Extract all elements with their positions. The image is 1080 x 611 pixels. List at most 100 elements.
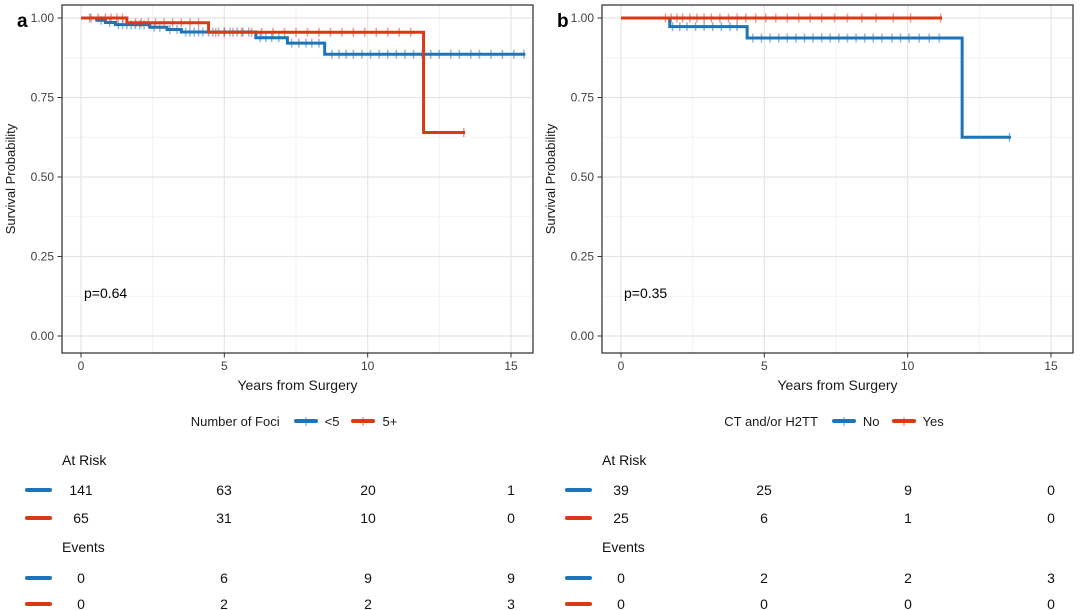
events-value: 3	[1047, 570, 1055, 586]
events-value: 2	[904, 570, 912, 586]
x-tick-label: 15	[1044, 359, 1058, 373]
at-risk-value: 0	[1047, 482, 1055, 498]
legend-entry-label: 5+	[382, 413, 398, 429]
y-tick-label: 0.00	[31, 329, 55, 343]
panel-b: 0 5 10 15 0.00 0.25 0.50 0.75 1.00 Years from Sur…	[540, 0, 1080, 611]
panel-background	[0, 0, 540, 400]
events-value: 0	[77, 596, 85, 611]
at-risk-value: 9	[904, 482, 912, 498]
x-axis-label: Years from Surgery	[777, 377, 897, 393]
risk-table-section-label: At Risk	[602, 452, 647, 468]
x-tick-label: 10	[901, 359, 915, 373]
y-tick-label: 0.50	[31, 170, 55, 184]
events-value: 0	[904, 596, 912, 611]
events-value: 6	[220, 570, 228, 586]
at-risk-value: 25	[756, 482, 772, 498]
risk-table-b: At Risk 39 25 9 0 25 6 1 0 Events 0 2 2 …	[540, 442, 1080, 611]
panel-letter: a	[17, 11, 28, 32]
censor-tick-icon	[304, 416, 307, 426]
x-tick-label: 10	[361, 359, 375, 373]
p-value: p=0.64	[84, 285, 127, 301]
y-tick-label: 0.25	[571, 250, 595, 264]
row-key-line-blue	[565, 488, 592, 492]
at-risk-value: 6	[760, 510, 768, 526]
events-value: 2	[220, 596, 228, 611]
legend-entry-label: <5	[324, 413, 340, 429]
survival-curve-5+	[81, 16, 466, 134]
row-key-line-red	[25, 516, 52, 520]
legend-entry: Yes	[891, 413, 944, 429]
y-tick-label: 1.00	[31, 11, 55, 25]
plot-border	[601, 4, 1074, 354]
row-key-line-blue	[25, 576, 52, 580]
row-key-line-blue	[565, 576, 592, 580]
km-plot-a: 0 5 10 15 0.00 0.25 0.50 0.75 1.00 Years from Sur…	[0, 0, 540, 400]
legend-key-line-red	[891, 416, 916, 426]
x-tick-label: 15	[504, 359, 518, 373]
legend-entry-label: Yes	[922, 413, 944, 429]
row-key-line-blue	[25, 488, 52, 492]
x-tick-label: 0	[78, 359, 85, 373]
at-risk-value: 141	[69, 482, 93, 498]
events-value: 2	[760, 570, 768, 586]
at-risk-value: 31	[216, 510, 232, 526]
legend-title: Number of Foci	[190, 413, 280, 429]
panel-letter: b	[557, 11, 569, 32]
legend-b: CT and/or H2TT No Yes	[540, 400, 1080, 442]
risk-table-section-label: Events	[62, 539, 105, 555]
risk-table-section-label: At Risk	[62, 452, 107, 468]
censor-tick-icon	[902, 416, 905, 426]
events-value: 0	[617, 596, 625, 611]
legend-key-line-blue	[831, 416, 856, 426]
y-axis-label: Survival Probability	[543, 123, 558, 234]
at-risk-value: 20	[360, 482, 376, 498]
y-tick-label: 0.00	[571, 329, 595, 343]
y-tick-label: 0.75	[31, 91, 55, 105]
x-axis-label: Years from Surgery	[237, 377, 357, 393]
y-tick-label: 0.50	[571, 170, 595, 184]
at-risk-value: 65	[73, 510, 89, 526]
events-value: 0	[760, 596, 768, 611]
p-value: p=0.35	[624, 285, 667, 301]
at-risk-value: 39	[613, 482, 629, 498]
x-tick-label: 0	[618, 359, 625, 373]
y-tick-label: 0.25	[31, 250, 55, 264]
y-tick-label: 1.00	[571, 11, 595, 25]
panel-a: 0 5 10 15 0.00 0.25 0.50 0.75 1.00 Years from Sur…	[0, 0, 540, 611]
events-value: 0	[77, 570, 85, 586]
events-value: 9	[507, 570, 515, 586]
events-value: 0	[617, 570, 625, 586]
risk-table-section-label: Events	[602, 539, 645, 555]
legend-entry: <5	[293, 413, 340, 429]
at-risk-value: 0	[507, 510, 515, 526]
row-key-line-red	[25, 602, 52, 606]
censor-tick-icon	[362, 416, 365, 426]
legend-a: Number of Foci <5 5+	[0, 400, 540, 442]
y-axis-label: Survival Probability	[3, 123, 18, 234]
at-risk-value: 25	[613, 510, 629, 526]
plot-border	[61, 4, 534, 354]
legend-key-line-blue	[293, 416, 318, 426]
y-tick-label: 0.75	[571, 91, 595, 105]
events-value: 3	[507, 596, 515, 611]
legend-entry: 5+	[351, 414, 397, 429]
at-risk-value: 63	[216, 482, 232, 498]
x-tick-label: 5	[761, 359, 768, 373]
legend-title: CT and/or H2TT	[724, 413, 818, 429]
at-risk-value: 0	[1047, 510, 1055, 526]
at-risk-value: 1	[507, 482, 515, 498]
at-risk-value: 1	[904, 510, 912, 526]
events-value: 0	[1047, 596, 1055, 611]
risk-table-a: At Risk 141 63 20 1 65 31 10 0 Events 0 …	[0, 442, 540, 611]
row-key-line-red	[565, 516, 592, 520]
panel-background	[540, 0, 1080, 400]
x-tick-label: 5	[221, 359, 228, 373]
censor-tick-icon	[842, 416, 845, 426]
km-plot-b: 0 5 10 15 0.00 0.25 0.50 0.75 1.00 Years from Sur…	[540, 0, 1080, 400]
legend-key-line-red	[351, 416, 376, 426]
at-risk-value: 10	[360, 510, 376, 526]
events-value: 9	[364, 570, 372, 586]
events-value: 2	[364, 596, 372, 611]
legend-entry: No	[831, 414, 880, 429]
